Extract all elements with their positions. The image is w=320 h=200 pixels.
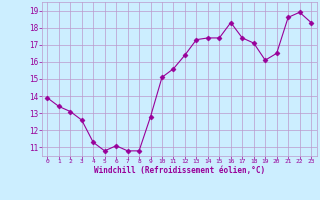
X-axis label: Windchill (Refroidissement éolien,°C): Windchill (Refroidissement éolien,°C): [94, 166, 265, 175]
